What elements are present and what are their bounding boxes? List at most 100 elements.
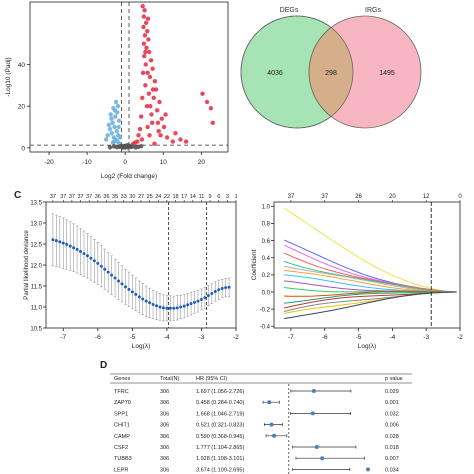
coef-path <box>283 260 457 293</box>
x-tick-label: -7 <box>288 334 294 341</box>
cv-point <box>103 267 107 271</box>
hr-ci: 1.777 (1.104-2.865) <box>196 445 244 451</box>
cv-point <box>110 273 114 277</box>
cv-point <box>210 292 214 296</box>
x-tick-label: -7 <box>60 334 66 341</box>
y-tick-label: 0.6 <box>262 239 271 245</box>
coef-path <box>283 252 457 293</box>
volcano-point-up <box>159 116 164 121</box>
y-axis-label: Coefficient <box>251 250 258 281</box>
top-tick-label: 37 <box>69 194 75 200</box>
cv-point <box>134 292 138 296</box>
gene-name: LEPR <box>114 467 128 473</box>
top-tick-label: 37 <box>60 194 66 200</box>
venn-count-degs: 4036 <box>267 70 283 77</box>
volcano-point-up <box>152 141 157 146</box>
top-tick-label: 18 <box>172 194 178 200</box>
coef-path <box>283 207 457 293</box>
y-axis-label: -Log10 (Padj) <box>5 57 12 96</box>
volcano-point-up <box>145 28 150 34</box>
hr-ci: 3.674 (1.109-2.695) <box>196 467 244 473</box>
volcano-point-down <box>109 116 114 121</box>
panel-letter-d: D <box>100 360 108 371</box>
volcano-point-up <box>150 87 156 92</box>
cv-point <box>168 306 172 310</box>
volcano-point-up <box>141 14 147 19</box>
cv-point <box>120 282 124 286</box>
volcano-point-up <box>141 41 147 46</box>
volcano-point-ns <box>111 144 116 149</box>
gene-name: SPP1 <box>114 411 128 417</box>
hr-ci: 0.521 (0.321-0.823) <box>196 423 244 429</box>
cv-point <box>217 288 221 292</box>
volcano-point-up <box>163 112 168 117</box>
top-tick-label: 0 <box>458 194 462 200</box>
x-tick-label: -5 <box>129 334 135 341</box>
coef-path <box>283 265 457 293</box>
hr-marker <box>320 456 325 461</box>
top-tick-label: 37 <box>288 194 295 200</box>
cv-point <box>117 279 121 283</box>
cv-point <box>51 238 55 242</box>
top-tick-label: 37 <box>50 194 56 200</box>
p-value: 0.006 <box>385 423 399 429</box>
volcano-point-down <box>113 114 118 119</box>
volcano-plot: -20 -10 0 10 20 0 20 40 Log2 (Fold change) -Log10… <box>5 1 229 180</box>
venn-label-degs: DEGs <box>280 7 299 14</box>
volcano-point-down <box>110 120 115 126</box>
y-tick-label: 0 <box>21 145 25 152</box>
volcano-point-up <box>137 126 143 132</box>
plot-frame <box>45 201 237 329</box>
volcano-point-up <box>150 120 155 126</box>
cv-point <box>193 300 197 304</box>
column-header: Total(N) <box>160 376 179 382</box>
top-tick-label: 1 <box>234 194 237 200</box>
cv-point <box>151 302 155 306</box>
volcano-point-ns <box>118 143 123 149</box>
p-value: 0.029 <box>385 389 399 395</box>
venn-count-irgs: 1495 <box>379 70 395 77</box>
x-axis-label: Log(λ) <box>132 343 150 350</box>
volcano-point-up <box>147 133 152 138</box>
volcano-point-up <box>150 66 155 71</box>
y-tick-label: 0.4 <box>262 256 271 262</box>
volcano-point-up <box>143 49 148 55</box>
volcano-point-up <box>142 53 147 59</box>
hr-marker <box>310 411 315 416</box>
cv-point <box>141 297 145 301</box>
cv-point <box>85 254 89 258</box>
cv-point <box>82 252 86 256</box>
gene-name: ZAP70 <box>114 400 131 406</box>
cv-point <box>72 246 76 250</box>
column-header: Genes <box>114 376 130 382</box>
x-tick-label: -20 <box>44 159 54 166</box>
volcano-point-down <box>115 103 121 109</box>
y-tick-label: 1.0 <box>262 205 271 211</box>
volcano-point-up <box>143 20 149 26</box>
volcano-point-down <box>103 137 109 142</box>
hr-marker <box>314 445 319 449</box>
top-tick-label: 27 <box>138 194 144 200</box>
volcano-point-up <box>161 124 167 130</box>
volcano-point-down <box>114 128 120 134</box>
volcano-point-up <box>141 24 146 30</box>
coef-path <box>284 291 457 297</box>
top-tick-label: 26 <box>355 194 362 200</box>
volcano-point-down <box>108 112 113 117</box>
cv-point <box>137 295 141 299</box>
plot-frame <box>273 201 461 329</box>
cv-point <box>99 264 103 268</box>
x-tick-label: -4 <box>164 334 170 341</box>
top-tick-label: 22 <box>164 194 170 200</box>
x-tick-label: -4 <box>389 334 395 341</box>
p-value: 0.032 <box>385 411 399 417</box>
p-value: 0.034 <box>385 467 399 473</box>
y-tick-label: 10.5 <box>30 326 42 332</box>
cv-point <box>65 242 69 246</box>
volcano-point-up <box>148 103 153 109</box>
gene-name: CAMP <box>114 434 130 440</box>
hr-ci: 0.590 (0.368-0.945) <box>196 434 244 440</box>
volcano-point-up <box>149 112 154 117</box>
gene-name: TUBB3 <box>114 456 132 462</box>
forest-plot: Genes Total(N) HR (95% CI) p value TFRC 306 1.… <box>110 373 412 474</box>
